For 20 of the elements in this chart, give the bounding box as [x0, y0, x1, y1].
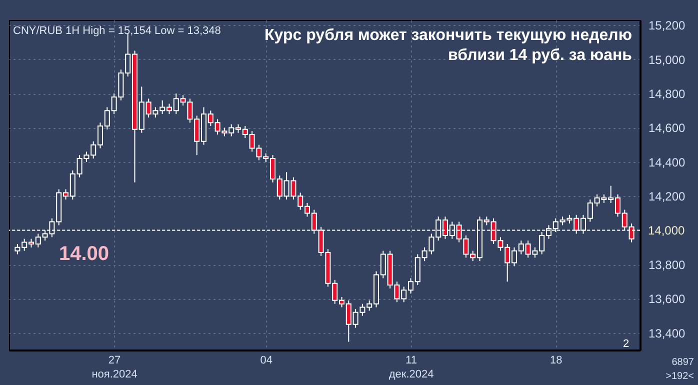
- y-tick-label: 13,800: [648, 258, 686, 272]
- annotation: 2: [622, 338, 630, 350]
- text: >192<: [666, 371, 694, 382]
- text: 6897: [672, 357, 694, 368]
- x-tick-label: 18: [550, 354, 562, 366]
- chart-subtitle: CNY/RUB 1H High = 15,154 Low = 13,348: [13, 25, 221, 37]
- y-tick-label: 15,000: [648, 52, 686, 67]
- y-tick-label: 14,600: [648, 121, 686, 136]
- annotation: 14.00: [58, 243, 110, 265]
- y-tick-label: 14,200: [648, 190, 686, 204]
- y-tick-label: 13,600: [648, 292, 686, 306]
- x-tick-label: 11 дек.2024: [388, 354, 434, 380]
- y-tick-label: 13,400: [648, 326, 686, 340]
- ref-line-label: 14,000: [648, 223, 686, 238]
- y-tick-label: 14,800: [648, 87, 686, 102]
- y-tick-label: 14,400: [648, 155, 686, 170]
- y-tick-label: 15,200: [648, 18, 686, 33]
- x-tick-label: 04: [260, 354, 272, 366]
- x-tick-label: 27 ноя.2024: [92, 354, 138, 380]
- text: Курс рубля может закончить текущую неделю вблизи 14 руб. за юань: [264, 27, 632, 64]
